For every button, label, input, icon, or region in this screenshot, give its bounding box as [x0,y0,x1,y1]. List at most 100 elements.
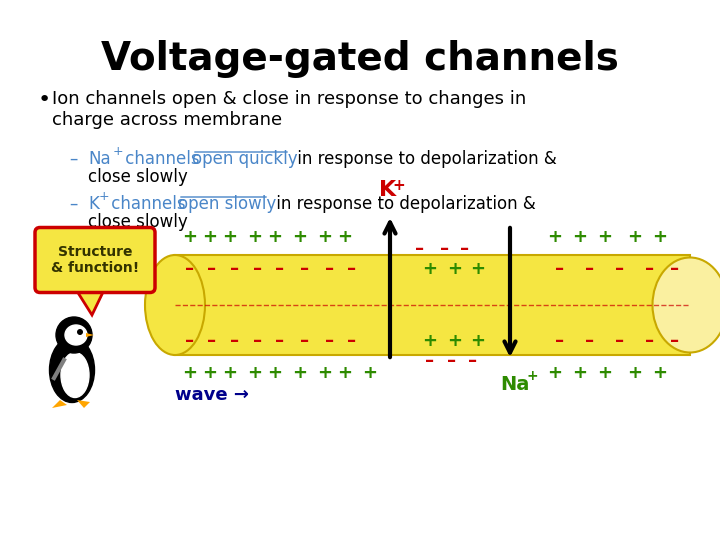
Text: K: K [88,195,99,213]
Text: +: + [268,228,282,246]
Text: Structure
& function!: Structure & function! [51,245,139,275]
Circle shape [56,317,92,353]
Text: close slowly: close slowly [88,168,188,186]
Text: +: + [392,178,405,193]
Text: –: – [441,240,449,258]
Text: Ion channels open & close in response to changes in
charge across membrane: Ion channels open & close in response to… [52,90,526,129]
Text: +: + [318,228,333,246]
Text: –: – [300,260,310,278]
Text: +: + [652,364,667,382]
Text: +: + [598,364,613,382]
Text: –: – [670,332,680,350]
Text: +: + [318,364,333,382]
Text: –: – [645,332,654,350]
Text: –: – [426,352,435,370]
Text: +: + [423,332,438,350]
Text: +: + [182,364,197,382]
Text: –: – [670,260,680,278]
FancyBboxPatch shape [35,227,155,293]
Text: –: – [348,332,356,350]
Text: +: + [248,364,263,382]
Text: +: + [268,364,282,382]
Text: open quickly: open quickly [192,150,297,168]
Text: channels: channels [106,195,191,213]
Text: +: + [362,364,377,382]
Text: +: + [222,364,238,382]
Text: –: – [645,260,654,278]
Text: +: + [598,228,613,246]
Text: open slowly: open slowly [178,195,276,213]
Text: –: – [70,195,89,213]
Text: –: – [186,260,194,278]
Text: +: + [202,228,217,246]
Text: +: + [628,228,642,246]
Text: –: – [186,332,194,350]
Text: +: + [338,364,353,382]
Text: –: – [447,352,456,370]
Ellipse shape [652,258,720,353]
Text: –: – [348,260,356,278]
Text: +: + [182,228,197,246]
Text: –: – [325,332,335,350]
Ellipse shape [65,325,87,345]
Ellipse shape [50,338,94,402]
Text: –: – [325,260,335,278]
Text: wave →: wave → [175,386,249,404]
Text: +: + [572,364,588,382]
Text: +: + [470,332,485,350]
Text: Na: Na [88,150,111,168]
Text: +: + [292,364,307,382]
Text: +: + [222,228,238,246]
Text: –: – [616,260,624,278]
Text: +: + [526,369,538,383]
Polygon shape [175,255,690,355]
Text: +: + [338,228,353,246]
Text: +: + [628,364,642,382]
Text: +: + [547,228,562,246]
Text: +: + [113,145,124,158]
Text: –: – [207,332,217,350]
Text: •: • [38,90,51,110]
Text: –: – [253,332,263,350]
Ellipse shape [61,353,89,397]
Text: –: – [207,260,217,278]
Text: +: + [292,228,307,246]
Text: +: + [470,260,485,278]
Text: close slowly: close slowly [88,213,188,231]
Text: channels: channels [120,150,205,168]
Ellipse shape [145,255,205,355]
Polygon shape [86,333,94,337]
Text: +: + [572,228,588,246]
Text: +: + [652,228,667,246]
Text: in response to depolarization &: in response to depolarization & [292,150,557,168]
Text: –: – [585,332,595,350]
Polygon shape [75,288,105,315]
Polygon shape [77,400,90,408]
Polygon shape [52,400,67,408]
Text: –: – [469,352,477,370]
Text: –: – [276,332,284,350]
Text: +: + [448,332,462,350]
Text: +: + [248,228,263,246]
Text: +: + [99,190,109,203]
Text: –: – [300,332,310,350]
Text: –: – [70,150,89,168]
Text: –: – [415,240,425,258]
Text: –: – [230,260,240,278]
Text: in response to depolarization &: in response to depolarization & [271,195,536,213]
Text: –: – [230,332,240,350]
Text: Na: Na [500,375,530,394]
Circle shape [77,329,83,335]
Text: +: + [547,364,562,382]
Text: K: K [379,180,397,200]
Text: +: + [423,260,438,278]
Text: +: + [448,260,462,278]
Text: –: – [616,332,624,350]
Text: –: – [555,260,564,278]
Text: –: – [585,260,595,278]
Text: –: – [460,240,469,258]
Text: +: + [202,364,217,382]
Text: Voltage-gated channels: Voltage-gated channels [101,40,619,78]
Text: –: – [555,332,564,350]
Text: –: – [276,260,284,278]
